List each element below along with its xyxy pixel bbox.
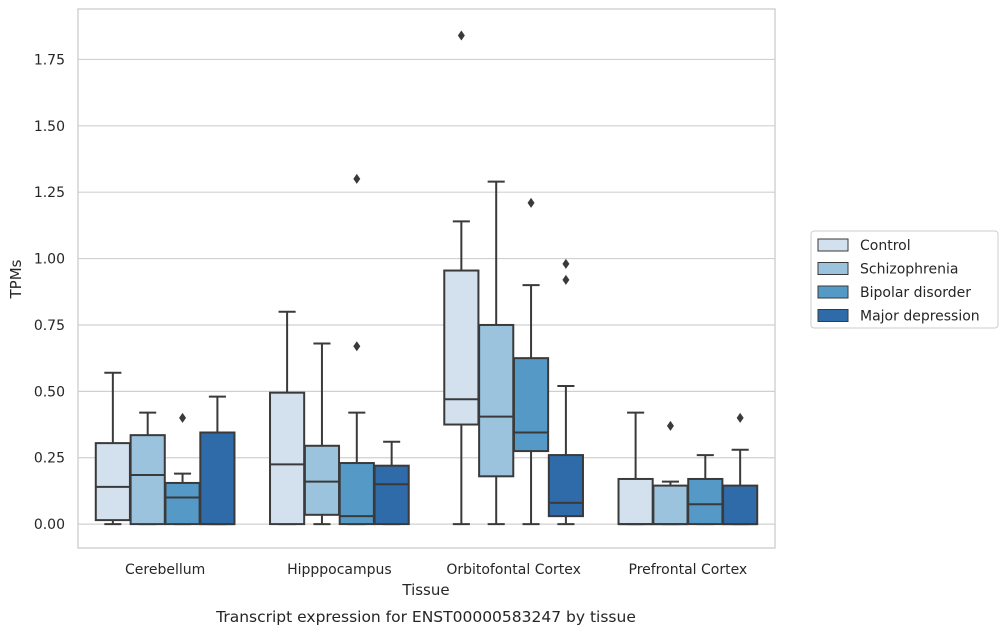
box bbox=[478, 323, 515, 478]
box bbox=[652, 484, 689, 526]
box-plot bbox=[164, 412, 201, 526]
box-plot bbox=[652, 420, 689, 526]
box bbox=[373, 464, 410, 526]
box-plot bbox=[129, 411, 166, 526]
chart-caption: Transcript expression for ENST0000058324… bbox=[215, 608, 636, 626]
legend-items: Control Schizophrenia Bipolar disorder Majo… bbox=[817, 238, 980, 325]
x-tick-label: Prefrontal Cortex bbox=[629, 562, 748, 578]
y-tick-label: 1.50 bbox=[34, 119, 65, 135]
box bbox=[722, 484, 759, 526]
x-tick-labels: Cerebellum Hipppocampus Orbitofontal Corte… bbox=[125, 562, 747, 578]
box bbox=[94, 442, 131, 522]
y-axis-label: TPMs bbox=[7, 259, 25, 299]
y-tick-label: 1.75 bbox=[34, 52, 65, 68]
legend-label: Bipolar disorder bbox=[860, 285, 971, 301]
box-plot bbox=[547, 258, 584, 526]
outlier-point bbox=[666, 420, 674, 431]
box-plot bbox=[617, 411, 654, 526]
box bbox=[338, 462, 375, 526]
box bbox=[164, 481, 201, 526]
outlier-point bbox=[179, 412, 187, 423]
x-tick-label: Orbitofontal Cortex bbox=[446, 562, 581, 578]
box bbox=[547, 454, 584, 518]
y-tick-label: 1.25 bbox=[34, 185, 65, 201]
box-plot bbox=[338, 173, 375, 526]
outlier-point bbox=[562, 258, 570, 269]
legend-swatch bbox=[817, 309, 849, 322]
box bbox=[303, 444, 341, 516]
box bbox=[687, 477, 724, 526]
y-tick-label: 0.75 bbox=[34, 318, 65, 334]
box-plot bbox=[269, 310, 306, 526]
legend-frame bbox=[810, 230, 999, 329]
legend-label: Major depression bbox=[860, 309, 980, 325]
legend: Control Schizophrenia Bipolar disorder Majo… bbox=[810, 230, 999, 329]
outlier-point bbox=[736, 412, 744, 423]
legend-swatch bbox=[817, 262, 849, 275]
legend-label: Schizophrenia bbox=[860, 262, 958, 278]
box-plot bbox=[722, 412, 759, 526]
box-plot bbox=[373, 440, 410, 526]
outlier-point bbox=[353, 173, 361, 184]
y-tick-label: 0.00 bbox=[34, 517, 65, 533]
grid-lines bbox=[78, 58, 775, 525]
box-plot bbox=[199, 395, 236, 526]
box bbox=[617, 477, 654, 526]
box-plot bbox=[512, 197, 550, 526]
box bbox=[269, 391, 306, 526]
box-plot bbox=[478, 180, 515, 526]
legend-swatch bbox=[817, 285, 849, 299]
legend-label: Control bbox=[860, 238, 911, 254]
box bbox=[199, 431, 236, 526]
legend-swatch bbox=[817, 238, 849, 252]
outlier-point bbox=[353, 341, 361, 352]
x-axis-label: Tissue bbox=[401, 581, 449, 599]
y-tick-label: 0.50 bbox=[34, 384, 65, 400]
plot-frame bbox=[77, 8, 776, 549]
box-plot bbox=[443, 30, 480, 526]
x-tick-label: Hipppocampus bbox=[287, 562, 392, 578]
x-tick-label: Cerebellum bbox=[125, 562, 205, 578]
outlier-point bbox=[562, 274, 570, 285]
y-tick-label: 1.00 bbox=[34, 252, 65, 268]
y-tick-label: 0.25 bbox=[34, 451, 65, 467]
box bbox=[443, 269, 480, 426]
box-plot bbox=[303, 342, 341, 526]
box-plot bbox=[94, 371, 131, 526]
outlier-point bbox=[457, 30, 465, 41]
box-plots bbox=[94, 30, 759, 526]
y-tick-labels: 0.00 0.25 0.50 0.75 1.00 1.25 1.50 1.75 bbox=[34, 52, 65, 533]
outlier-point bbox=[527, 197, 535, 208]
box bbox=[129, 434, 166, 526]
box bbox=[512, 357, 550, 453]
box-plot bbox=[687, 454, 724, 526]
